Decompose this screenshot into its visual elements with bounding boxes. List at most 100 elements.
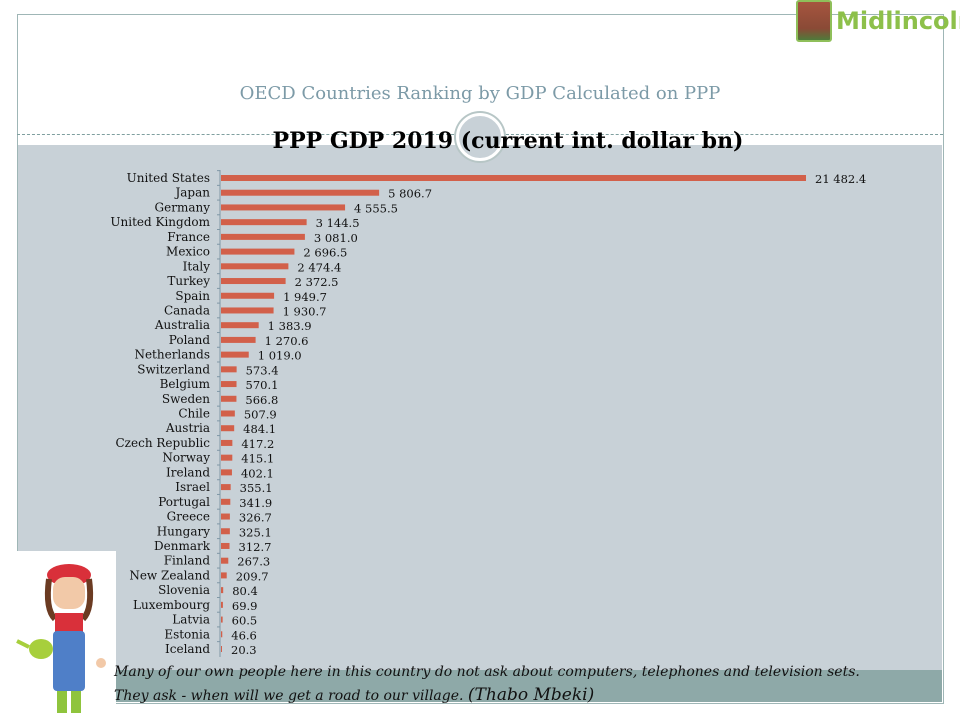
bar: [221, 439, 233, 446]
category-label: United Kingdom: [110, 215, 210, 229]
data-label: 1 270.6: [265, 334, 309, 348]
bar: [221, 484, 231, 491]
category-label: Estonia: [164, 627, 210, 641]
bar: [221, 587, 224, 594]
category-label: Germany: [155, 200, 211, 214]
bar: [221, 542, 230, 549]
data-label: 267.3: [237, 555, 270, 569]
data-label: 80.4: [232, 584, 258, 598]
data-label: 209.7: [236, 569, 269, 583]
quote: Many of our own people here in this coun…: [114, 661, 860, 708]
data-label: 415.1: [241, 452, 274, 466]
bar: [221, 395, 237, 402]
data-label: 1 930.7: [283, 304, 327, 318]
bar: [221, 307, 274, 314]
category-label: Ireland: [166, 465, 210, 479]
data-label: 3 081.0: [314, 231, 358, 245]
building-icon: [796, 0, 832, 42]
bar: [221, 469, 232, 476]
category-label: Latvia: [172, 613, 210, 627]
data-label: 566.8: [245, 393, 278, 407]
category-label: Japan: [173, 186, 210, 200]
category-label: Australia: [154, 318, 210, 332]
data-label: 507.9: [244, 408, 277, 422]
bar: [221, 572, 227, 579]
bar: [221, 528, 230, 535]
data-label: 69.9: [232, 599, 258, 613]
bar: [221, 410, 235, 417]
category-label: Denmark: [154, 539, 211, 553]
category-label: Chile: [178, 407, 210, 421]
quote-line-1: Many of our own people here in this coun…: [114, 664, 860, 680]
bar: [221, 513, 230, 520]
category-label: Turkey: [167, 274, 210, 288]
footer-band: [18, 670, 942, 702]
data-label: 1 383.9: [268, 319, 312, 333]
bar: [221, 278, 286, 285]
data-label: 1 949.7: [283, 290, 327, 304]
category-label: Portugal: [158, 495, 210, 509]
data-label: 1 019.0: [258, 349, 302, 363]
data-label: 312.7: [239, 540, 272, 554]
bar: [221, 631, 223, 638]
bar: [221, 454, 233, 461]
chart-background: [18, 145, 942, 670]
category-label: Italy: [183, 259, 211, 273]
category-label: Spain: [175, 289, 210, 303]
chart-title: PPP GDP 2019 (current int. dollar bn): [272, 128, 744, 154]
category-label: Slovenia: [158, 583, 210, 597]
bar: [221, 646, 222, 652]
bar: [221, 219, 307, 226]
data-label: 2 474.4: [297, 260, 341, 274]
category-label: Luxembourg: [133, 598, 210, 612]
logo: Midlincoln: [796, 0, 960, 42]
decorative-circle: [456, 113, 504, 161]
bar: [221, 366, 237, 373]
data-label: 5 806.7: [388, 187, 432, 201]
category-label: Hungary: [157, 524, 210, 538]
bar: [221, 381, 237, 388]
bar: [221, 351, 249, 358]
data-label: 60.5: [232, 614, 258, 628]
bar: [221, 248, 295, 255]
data-label: 3 144.5: [316, 216, 360, 230]
category-label: Mexico: [166, 245, 210, 259]
data-label: 4 555.5: [354, 201, 398, 215]
bar: [221, 204, 346, 211]
category-label: Czech Republic: [116, 436, 211, 450]
category-label: Norway: [162, 451, 210, 465]
bar: [221, 322, 259, 329]
category-label: Sweden: [162, 392, 210, 406]
data-label: 355.1: [240, 481, 273, 495]
data-label: 325.1: [239, 525, 272, 539]
bar: [221, 175, 806, 181]
category-label: Belgium: [160, 377, 211, 391]
category-label: Finland: [164, 554, 211, 568]
category-label: Austria: [165, 421, 210, 435]
category-label: United States: [127, 171, 210, 185]
bar: [221, 189, 380, 196]
bar: [221, 601, 223, 608]
category-label: France: [167, 230, 210, 244]
category-label: Israel: [175, 480, 210, 494]
bar: [221, 233, 305, 240]
girl-illustration: [15, 551, 116, 720]
data-label: 326.7: [239, 511, 272, 525]
bar: [221, 616, 223, 623]
logo-text: Midlincoln: [836, 7, 960, 35]
data-label: 484.1: [243, 422, 276, 436]
bar: [221, 263, 289, 270]
data-label: 341.9: [239, 496, 272, 510]
bar: [221, 425, 235, 432]
data-label: 402.1: [241, 466, 274, 480]
data-label: 21 482.4: [815, 172, 866, 186]
data-label: 2 696.5: [303, 246, 347, 260]
slide-subtitle: OECD Countries Ranking by GDP Calculated…: [239, 83, 721, 104]
quote-author: (Thabo Mbeki): [467, 685, 595, 705]
bar: [221, 557, 229, 564]
category-label: Greece: [167, 510, 210, 524]
bar: [221, 336, 256, 343]
category-label: New Zealand: [129, 568, 210, 582]
data-label: 46.6: [231, 628, 257, 642]
category-label: Netherlands: [134, 348, 210, 362]
